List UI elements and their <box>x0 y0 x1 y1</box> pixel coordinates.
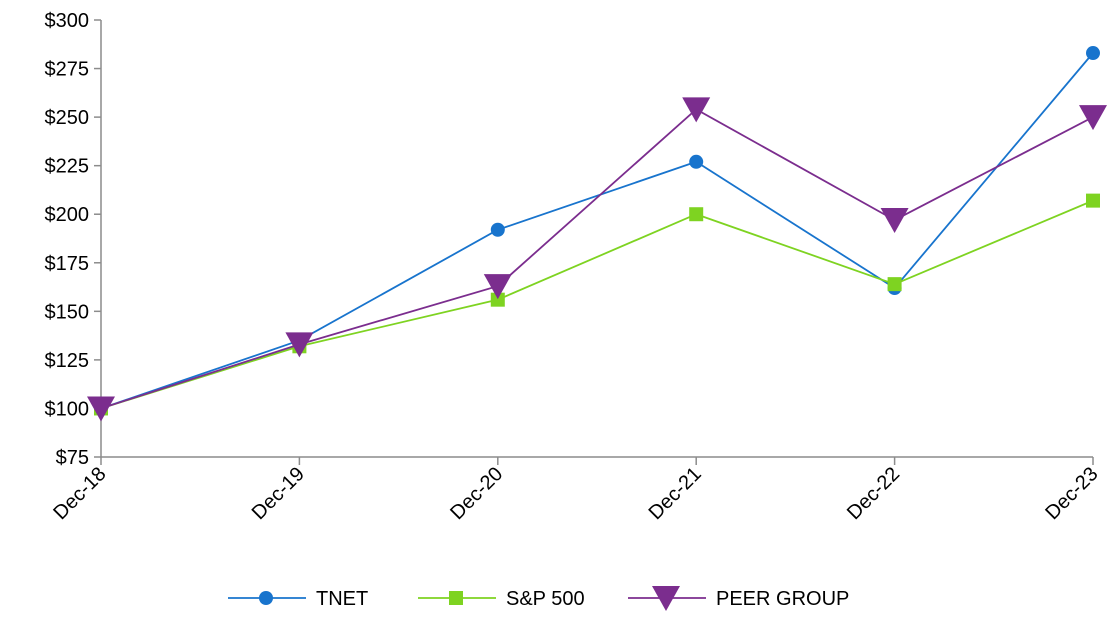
data-point-peer-group <box>1079 105 1107 131</box>
data-point-tnet <box>1086 46 1100 61</box>
data-point-peer-group <box>880 208 909 234</box>
x-tick-label: Dec-23 <box>1041 463 1102 524</box>
y-tick-label: $275 <box>45 59 90 81</box>
legend-label-s-p-500: S&P 500 <box>506 588 585 610</box>
data-point-tnet <box>689 154 704 169</box>
data-point-s-p-500 <box>1086 193 1100 208</box>
legend-marker-s-p-500 <box>449 591 463 605</box>
data-point-peer-group <box>285 332 314 358</box>
data-point-tnet <box>490 222 505 237</box>
x-tick-label: Dec-22 <box>843 463 904 524</box>
series-tnet <box>94 46 1100 416</box>
y-tick-label: $225 <box>45 156 90 178</box>
series-group <box>87 46 1107 422</box>
y-tick-label: $250 <box>45 107 90 129</box>
x-tick-label: Dec-20 <box>446 463 507 524</box>
series-s-p-500 <box>94 193 1100 416</box>
data-point-s-p-500 <box>689 207 704 222</box>
y-tick-label: $75 <box>56 447 89 469</box>
legend: TNET S&P 500 PEER GROUP <box>228 586 849 611</box>
data-point-peer-group <box>87 396 115 422</box>
data-point-peer-group <box>682 97 711 123</box>
series-line-peer-group <box>100 108 1094 410</box>
y-tick-label: $200 <box>45 204 90 226</box>
series-line-s-p-500 <box>100 199 1094 410</box>
legend-label-tnet: TNET <box>316 588 368 610</box>
x-tick-label: Dec-19 <box>248 463 309 524</box>
data-point-s-p-500 <box>490 292 505 307</box>
legend-marker-tnet <box>259 591 273 605</box>
legend-marker-peer-group <box>652 586 680 611</box>
y-tick-label: $125 <box>45 350 90 372</box>
y-tick-label: $100 <box>45 398 90 420</box>
y-tick-label: $300 <box>45 10 90 32</box>
y-tick-label: $150 <box>45 301 90 323</box>
data-point-s-p-500 <box>887 277 902 292</box>
x-tick-label: Dec-21 <box>645 463 706 524</box>
legend-label-peer-group: PEER GROUP <box>716 588 849 610</box>
y-tick-label: $175 <box>45 253 90 275</box>
data-point-peer-group <box>483 274 512 300</box>
x-tick-label: Dec-18 <box>49 463 110 524</box>
series-peer-group <box>87 97 1107 422</box>
series-line-tnet <box>100 52 1094 410</box>
